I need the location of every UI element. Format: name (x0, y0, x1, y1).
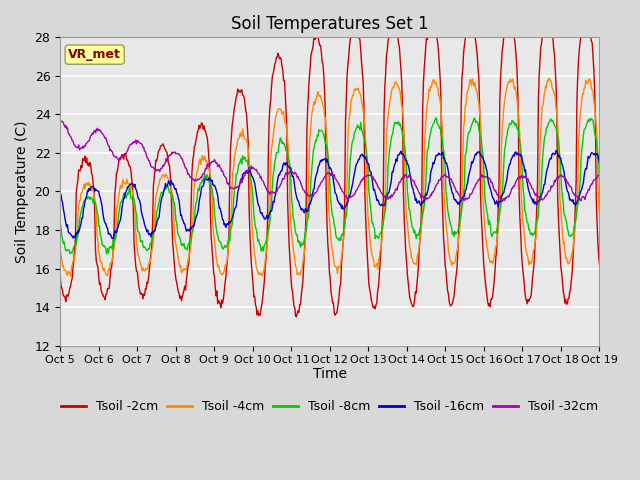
Line: Tsoil -2cm: Tsoil -2cm (60, 14, 600, 317)
Tsoil -4cm (233, 143, 241, 148)
Tsoil -2cm (582, 11, 589, 17)
Tsoil -4cm (56, 247, 64, 252)
Tsoil -8cm (433, 115, 440, 120)
Tsoil -16cm (233, 197, 241, 203)
Legend: Tsoil -2cm, Tsoil -4cm, Tsoil -8cm, Tsoil -16cm, Tsoil -32cm: Tsoil -2cm, Tsoil -4cm, Tsoil -8cm, Tsoi… (56, 395, 604, 418)
Tsoil -4cm (145, 260, 152, 266)
Tsoil -16cm (109, 236, 117, 241)
Tsoil -32cm (56, 120, 64, 125)
Tsoil -8cm (596, 176, 604, 182)
Tsoil -8cm (233, 171, 241, 177)
Tsoil -16cm (145, 232, 152, 238)
Line: Tsoil -16cm: Tsoil -16cm (60, 151, 600, 239)
Tsoil -16cm (546, 157, 554, 163)
Tsoil -16cm (596, 159, 604, 165)
Tsoil -2cm (144, 280, 152, 286)
Tsoil -16cm (56, 191, 64, 197)
Tsoil -2cm (546, 14, 554, 20)
Tsoil -2cm (292, 314, 300, 320)
Tsoil -8cm (201, 171, 209, 177)
X-axis label: Time: Time (313, 367, 347, 381)
Tsoil -4cm (546, 76, 554, 82)
Tsoil -8cm (103, 251, 111, 257)
Tsoil -8cm (72, 244, 79, 250)
Tsoil -32cm (72, 144, 80, 150)
Tsoil -2cm (232, 94, 240, 100)
Tsoil -32cm (547, 187, 554, 193)
Tsoil -2cm (200, 123, 208, 129)
Tsoil -8cm (547, 116, 554, 122)
Line: Tsoil -4cm: Tsoil -4cm (60, 79, 600, 276)
Tsoil -16cm (201, 176, 209, 182)
Tsoil -4cm (67, 273, 74, 279)
Tsoil -2cm (72, 236, 79, 242)
Tsoil -8cm (56, 220, 64, 226)
Tsoil -8cm (512, 121, 520, 127)
Tsoil -32cm (596, 173, 604, 179)
Tsoil -4cm (547, 78, 554, 84)
Tsoil -16cm (72, 235, 79, 241)
Tsoil -8cm (145, 246, 152, 252)
Line: Tsoil -8cm: Tsoil -8cm (60, 118, 600, 254)
Tsoil -16cm (511, 149, 519, 155)
Tsoil -32cm (499, 199, 506, 204)
Y-axis label: Soil Temperature (C): Soil Temperature (C) (15, 120, 29, 263)
Tsoil -4cm (201, 154, 209, 159)
Tsoil -4cm (596, 210, 604, 216)
Tsoil -32cm (145, 158, 152, 164)
Tsoil -4cm (511, 84, 519, 90)
Tsoil -32cm (57, 118, 65, 124)
Tsoil -16cm (552, 148, 560, 154)
Tsoil -32cm (233, 184, 241, 190)
Title: Soil Temperatures Set 1: Soil Temperatures Set 1 (231, 15, 429, 33)
Tsoil -2cm (596, 261, 604, 267)
Line: Tsoil -32cm: Tsoil -32cm (60, 121, 600, 202)
Tsoil -32cm (201, 168, 209, 174)
Tsoil -32cm (512, 179, 520, 185)
Tsoil -2cm (511, 41, 519, 47)
Tsoil -4cm (72, 240, 80, 246)
Tsoil -2cm (56, 272, 64, 278)
Text: VR_met: VR_met (68, 48, 121, 61)
